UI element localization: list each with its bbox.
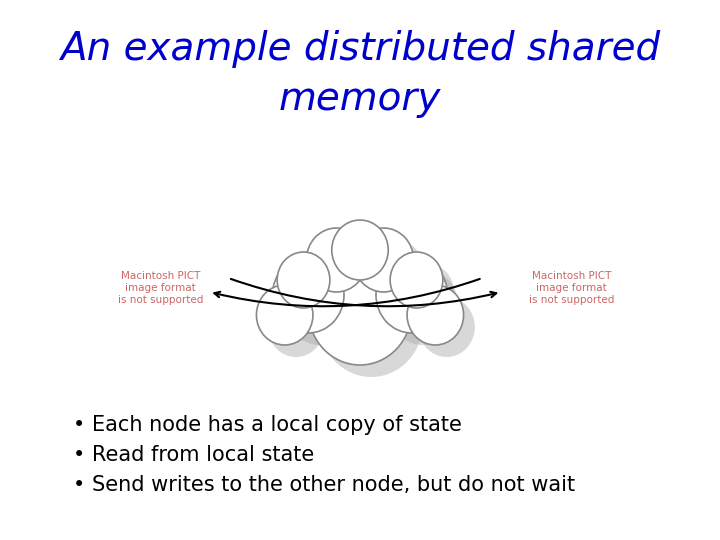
Circle shape [320, 267, 423, 377]
Circle shape [402, 264, 454, 320]
Circle shape [407, 285, 464, 345]
Circle shape [365, 240, 425, 304]
Text: Macintosh PICT
image format
is not supported: Macintosh PICT image format is not suppo… [117, 272, 203, 305]
Circle shape [308, 255, 412, 365]
Text: memory: memory [279, 80, 441, 118]
Circle shape [354, 228, 414, 292]
Circle shape [306, 228, 366, 292]
Text: Macintosh PICT
image format
is not supported: Macintosh PICT image format is not suppo… [529, 272, 615, 305]
Circle shape [277, 252, 330, 308]
Circle shape [256, 285, 313, 345]
Text: Each node has a local copy of state: Each node has a local copy of state [91, 415, 462, 435]
Circle shape [418, 297, 475, 357]
Circle shape [376, 257, 448, 333]
Circle shape [332, 220, 388, 280]
Text: •: • [73, 475, 85, 495]
Circle shape [387, 269, 459, 345]
Circle shape [343, 232, 400, 292]
Circle shape [284, 269, 355, 345]
Text: An example distributed shared: An example distributed shared [60, 30, 660, 68]
Text: Read from local state: Read from local state [91, 445, 314, 465]
Text: Send writes to the other node, but do not wait: Send writes to the other node, but do no… [91, 475, 575, 495]
Circle shape [272, 257, 344, 333]
Circle shape [289, 264, 341, 320]
Circle shape [390, 252, 443, 308]
Text: •: • [73, 445, 85, 465]
Text: •: • [73, 415, 85, 435]
Circle shape [268, 297, 324, 357]
Circle shape [318, 240, 378, 304]
